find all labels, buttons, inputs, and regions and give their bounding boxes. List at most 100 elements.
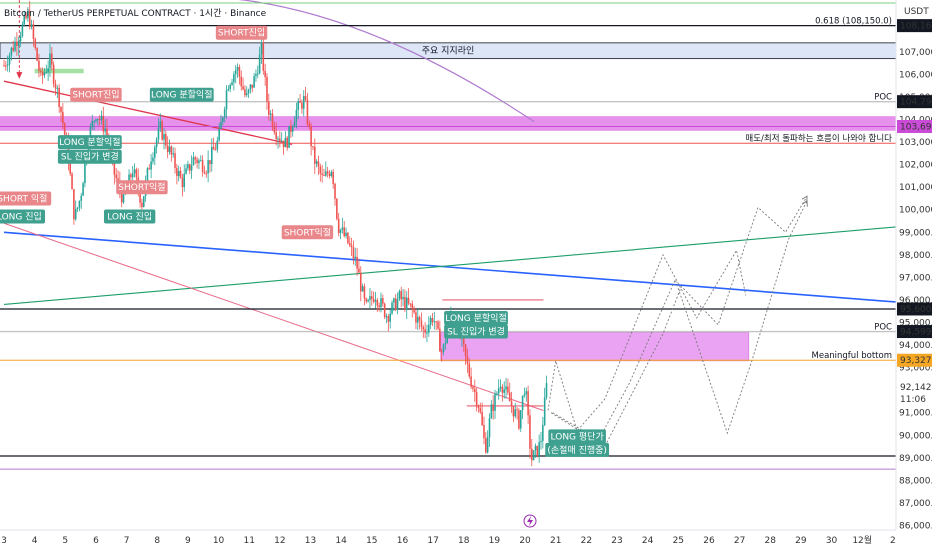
trendlines-layer	[0, 0, 900, 411]
candle-body	[532, 450, 535, 461]
candle-body	[398, 291, 401, 300]
lightning-icon[interactable]	[523, 514, 537, 528]
price-tags: 108,163.6 104,792.7 103,690.7 95,600.0 94,59…	[897, 19, 932, 406]
projection-arrowhead	[801, 199, 808, 207]
annotation-label: LONG 분할익절	[59, 136, 120, 148]
candle-body	[3, 65, 5, 67]
price-tick-label: 90,000.0	[899, 431, 932, 441]
candle-body	[422, 326, 425, 330]
candle-body	[354, 256, 357, 259]
candle-body	[426, 332, 428, 334]
time-tick-label: 15	[366, 536, 377, 546]
candle-body	[120, 190, 123, 203]
candle-body	[339, 229, 342, 233]
candle-body	[347, 232, 349, 244]
candle-body	[350, 245, 353, 248]
candle-body	[249, 84, 252, 90]
candle-body	[516, 409, 518, 411]
candle-body	[63, 123, 66, 135]
price-tag-box	[897, 353, 932, 367]
candle-body	[196, 159, 198, 164]
candle-body	[317, 161, 320, 167]
time-tick-label: 25	[673, 536, 684, 546]
candle-body	[534, 445, 537, 451]
candle-body	[201, 160, 204, 173]
candle-body	[413, 308, 415, 313]
candle-body	[183, 173, 186, 188]
candle-body	[38, 60, 40, 71]
time-tick-label: 4	[32, 536, 38, 546]
price-tag-box	[897, 325, 932, 339]
candle-body	[361, 286, 364, 292]
candle-body	[262, 42, 265, 71]
candle-body	[78, 200, 81, 208]
candle-body	[163, 134, 165, 140]
price-tick-label: 95,000.0	[899, 319, 932, 329]
candle-body	[470, 376, 472, 387]
candle-body	[185, 168, 187, 174]
time-tick-label: 10	[213, 536, 225, 546]
candle-body	[152, 157, 154, 162]
price-tick-label: 88,000.0	[899, 476, 932, 486]
candle-body	[490, 404, 493, 419]
candle-body	[431, 318, 434, 322]
candle-body	[326, 171, 329, 174]
price-tag-label: 103,690.7	[900, 123, 932, 133]
candle-body	[212, 146, 215, 150]
candle-body	[323, 174, 325, 176]
time-tick-label: 11	[243, 536, 254, 546]
candle-body	[45, 72, 48, 74]
candle-body	[507, 386, 509, 393]
candle-body	[376, 300, 379, 306]
candle-body	[142, 196, 145, 207]
price-tick-label: 100,000.0	[899, 206, 932, 216]
time-tick-label: 22	[581, 536, 592, 546]
candle-body	[420, 320, 423, 327]
candle-body	[32, 24, 35, 39]
candle-body	[166, 145, 169, 152]
candle-body	[8, 55, 11, 65]
candle-body	[428, 324, 430, 333]
time-tick-label: 16	[397, 536, 409, 546]
price-tick-label: 107,000.0	[899, 48, 932, 58]
candle-body	[25, 15, 27, 19]
level-label: Meaningful bottom	[812, 351, 893, 361]
candle-body	[525, 391, 528, 395]
annotation-box	[215, 25, 268, 40]
candle-body	[348, 243, 351, 246]
candle-body	[481, 412, 483, 426]
candle-body	[216, 140, 219, 150]
price-tag-label: 104,792.7	[900, 98, 932, 108]
candle-body	[130, 174, 132, 178]
candle-body	[135, 169, 138, 178]
candle-body	[313, 146, 316, 164]
red-trendline	[3, 80, 293, 145]
resistance-zone	[0, 116, 896, 131]
candle-body	[501, 386, 504, 393]
time-axis[interactable]: 3 4 5 6 7 8 9 10 11 12 13 14 15 16 17 18 19 20 21 22 23 24 25 2…	[1, 534, 896, 546]
candle-body	[12, 47, 14, 51]
candle-body	[462, 335, 465, 345]
price-tick-label: 87,000.0	[899, 499, 932, 509]
candle-body	[479, 407, 482, 413]
candle-body	[139, 190, 141, 203]
price-tick-label: 86,000.0	[899, 521, 932, 531]
candle-body	[269, 113, 272, 115]
candle-body	[251, 84, 254, 88]
annotation-label: SL 진입가 변경	[61, 151, 119, 163]
candle-body	[172, 153, 174, 155]
annotation-label: LONG 평단가	[551, 431, 604, 442]
candle-body	[341, 227, 344, 230]
candle-body	[177, 170, 180, 176]
projection-path	[550, 195, 808, 448]
current-price-tag	[897, 379, 932, 406]
candle-body	[56, 87, 59, 89]
annotation-label: LONG 진입	[107, 211, 152, 223]
candle-body	[247, 89, 250, 94]
price-tick-label: 93,000.0	[899, 364, 932, 374]
candle-body	[207, 160, 209, 174]
price-tag-box	[897, 19, 932, 33]
candle-body	[286, 137, 289, 148]
